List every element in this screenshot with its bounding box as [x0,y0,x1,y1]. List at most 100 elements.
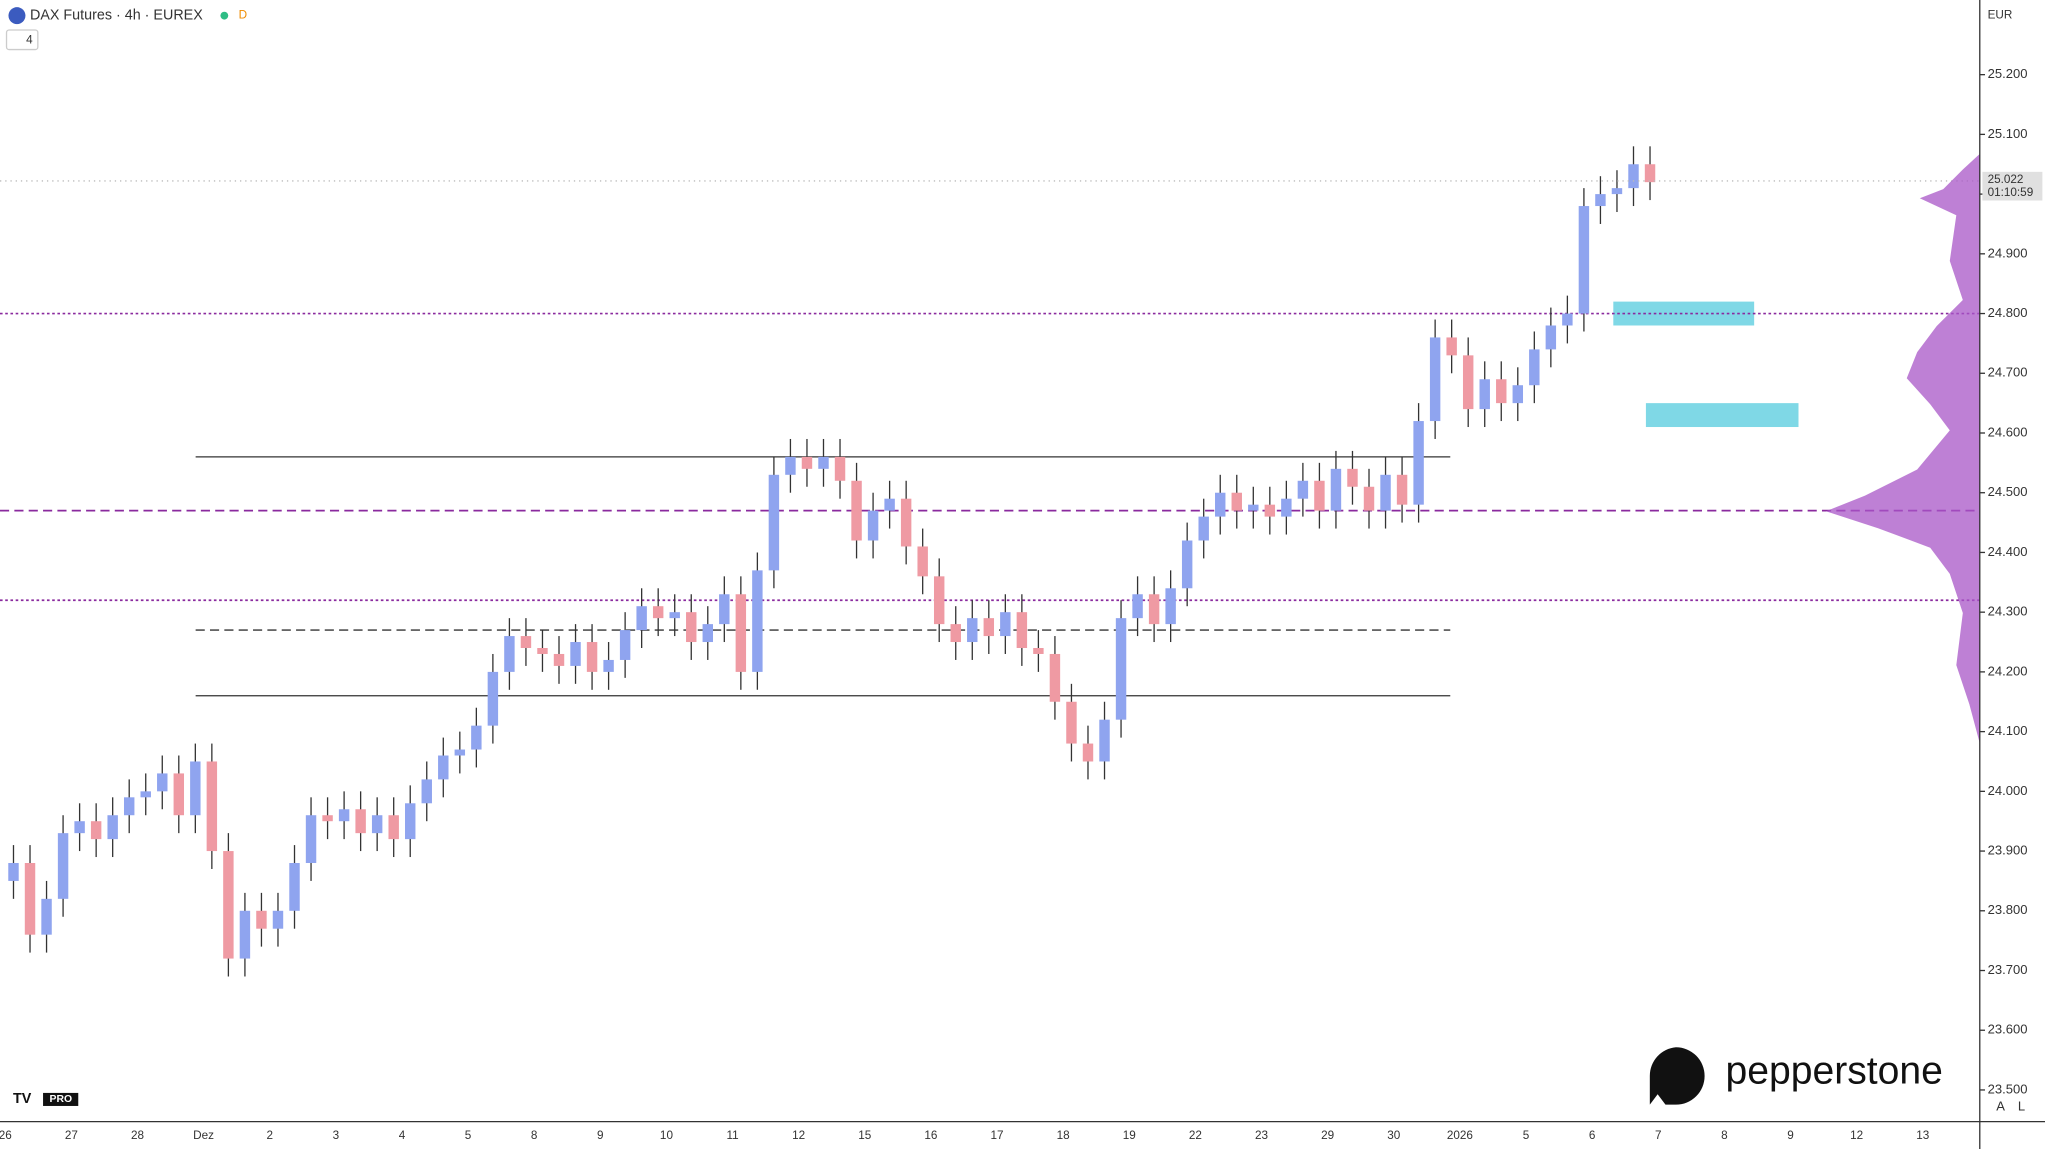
candle-body [1115,618,1127,720]
candle-body [123,797,135,816]
last-price-tag [1982,171,2043,201]
x-tick-label: 5 [465,1129,472,1142]
y-tick-label: 23.800 [1988,902,2028,917]
x-tick-label: 2026 [1447,1129,1473,1142]
candle-body [24,863,36,935]
scale-button[interactable]: L [2018,1099,2025,1114]
candle-body [438,755,449,780]
candle-body [950,624,961,643]
x-tick-label: 3 [333,1129,340,1142]
candle-body [41,898,52,935]
candle-body [1330,468,1342,511]
candle-body [1033,648,1044,654]
y-tick-label: 23.500 [1988,1081,2028,1096]
candle-body [1248,504,1259,511]
candle-body [1396,474,1408,505]
candle-body [983,618,995,637]
candle-body [454,749,466,756]
candle-body [8,863,19,881]
x-tick-label: 6 [1589,1129,1596,1142]
candle-body [1628,164,1639,189]
x-tick-label: 30 [1387,1129,1401,1142]
candle-body [1446,337,1457,356]
candle-body [1281,498,1292,517]
zone [1645,403,1799,428]
badge-bg [43,1092,79,1106]
candle-body [1198,516,1209,541]
candle-body [1148,594,1160,625]
candle-body [74,821,85,834]
candle-body [1264,504,1276,517]
x-tick-label: 19 [1123,1129,1136,1142]
candle-body [322,815,333,822]
candle-body [900,498,912,547]
candle-body [1347,468,1358,487]
x-tick-label: 9 [1787,1129,1794,1142]
candle-body [1578,206,1590,314]
candle-body [636,606,647,631]
candle-body [1562,313,1573,326]
candle-body [1545,325,1557,350]
candle-body [867,510,879,541]
candle-body [1215,492,1226,517]
candle-body [1644,164,1656,183]
x-tick-label: 13 [1916,1129,1929,1142]
y-tick-label: 24.700 [1988,365,2028,380]
candle-body [917,546,928,577]
candle-body [1611,188,1623,195]
candle-body [355,809,366,834]
candle-body [1165,588,1176,625]
candle-body [1496,379,1507,404]
x-tick-label: Dez [193,1129,214,1142]
candle-body [90,821,102,840]
candle-body [223,851,234,959]
candle-body [256,910,267,929]
y-tick-label: 24.500 [1988,484,2028,499]
x-tick-label: 29 [1321,1129,1334,1142]
scale-button[interactable]: A [1996,1099,2005,1114]
tv-logo: TV [13,1091,32,1107]
candle-body [338,809,350,822]
candle-body [1479,379,1490,410]
y-tick-label: 23.700 [1988,962,2028,977]
candle-body [190,761,201,816]
candle-body [1429,337,1441,422]
candle-body [884,498,895,511]
currency-label: EUR [1988,9,2013,22]
candle-body [537,648,548,654]
indicator-toggle[interactable] [5,29,39,51]
candle-body [1099,719,1110,762]
candle-body [388,815,399,840]
candle-body [785,456,796,475]
logo: pepperstone [1725,1050,1942,1093]
y-tick-label: 24.900 [1988,245,2028,260]
candle-body [553,653,565,666]
candle-body [1297,480,1309,499]
badge: PRO [50,1094,73,1105]
candle-body [371,815,383,834]
candle-body [239,910,251,959]
candle-body [1082,743,1094,762]
candle-body [1132,594,1143,619]
x-tick-label: 9 [597,1129,604,1142]
candle-body [157,773,168,792]
x-tick-label: 8 [531,1129,538,1142]
x-tick-label: 8 [1721,1129,1728,1142]
candle-body [686,612,697,643]
y-tick-label: 24.800 [1988,305,2028,320]
candle-body [1314,480,1325,511]
candle-body [272,910,284,929]
candle-body [1512,385,1524,404]
x-tick-label: 12 [792,1129,805,1142]
candle-body [851,480,862,541]
candle-body [603,659,614,672]
candle-body [735,594,747,672]
candle-body [1363,486,1375,511]
candle-body [206,761,218,852]
plot-area [0,146,1980,977]
symbol-icon [8,7,26,25]
y-tick-label: 25.200 [1988,66,2028,81]
x-tick-label: 18 [1057,1129,1071,1142]
candle-body [1231,492,1242,511]
